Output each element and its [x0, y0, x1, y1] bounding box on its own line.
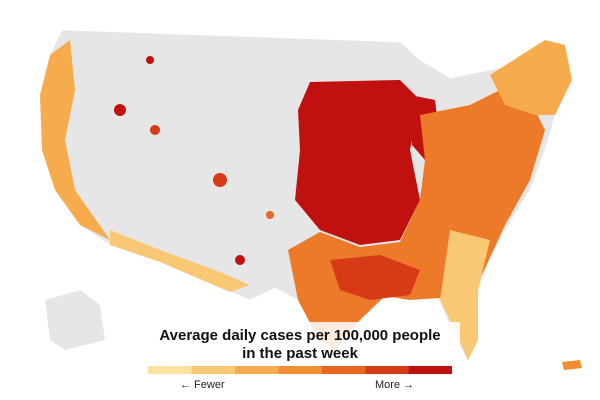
hotspot: [235, 255, 245, 265]
hotspot: [213, 173, 227, 187]
legend-swatch: [148, 366, 192, 374]
legend-swatch: [321, 366, 366, 374]
hotspot: [266, 211, 274, 219]
region-southwest: [110, 230, 250, 292]
legend-scale: [148, 366, 452, 374]
hotspot: [150, 125, 160, 135]
hotspot: [114, 104, 126, 116]
legend-swatch: [191, 366, 235, 374]
region-south-red: [330, 255, 420, 300]
region-midwest: [295, 80, 420, 245]
legend-high: More →: [375, 379, 414, 391]
legend-backdrop: [140, 322, 460, 394]
region-northeast: [490, 40, 572, 115]
puerto-rico: [562, 360, 582, 370]
legend-swatch: [365, 366, 409, 374]
legend-low: ← Fewer: [180, 379, 225, 391]
legend-swatch: [408, 366, 452, 374]
legend-swatch: [234, 366, 279, 374]
legend-title: Average daily cases per 100,000 people: [159, 327, 440, 344]
legend-title: in the past week: [242, 345, 359, 362]
region-southeast: [440, 230, 490, 360]
hotspot: [146, 56, 154, 64]
alaska: [45, 290, 105, 350]
region-west-coast: [40, 40, 110, 240]
legend-swatch: [278, 366, 322, 374]
us-map: [39, 29, 582, 370]
